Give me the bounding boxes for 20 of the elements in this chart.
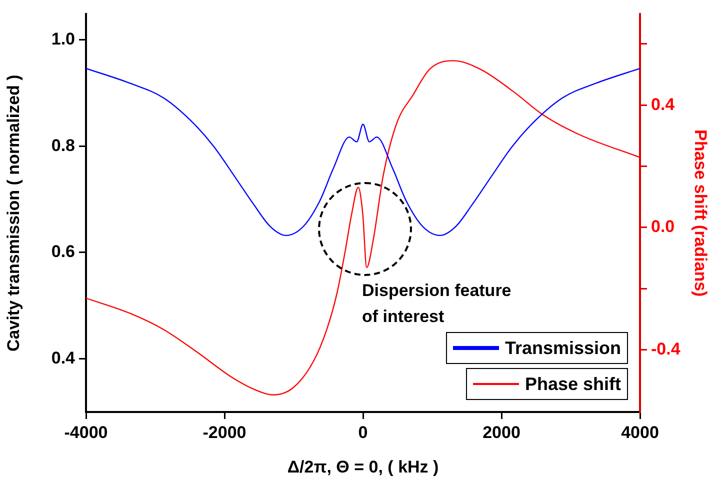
y-tick-label: 0.6	[51, 242, 75, 262]
y-tick-label: 1.0	[51, 29, 75, 48]
line-series	[86, 68, 640, 236]
y-axis-title: Cavity transmission ( normalized )	[4, 74, 23, 352]
x-axis-title: Δ/2π, Θ = 0, ( kHz )	[287, 457, 439, 476]
y2-tick-label: 0.4	[651, 94, 676, 114]
y2-tick-label: -0.4	[651, 340, 681, 359]
y2-tick-label: 0.0	[651, 217, 675, 236]
x-tick-label: 2000	[482, 422, 520, 442]
x-tick-label: -2000	[202, 422, 246, 442]
annotation: Dispersion feature of interest	[362, 280, 512, 328]
y-tick-label: 0.4	[51, 348, 76, 368]
x-tick-label: 0	[358, 422, 368, 442]
x-tick-label: 4000	[621, 422, 659, 442]
y2-axis-title: Phase shift (radians)	[691, 129, 710, 297]
y-tick-label: 0.8	[51, 136, 75, 155]
legend-label: Transmission	[504, 338, 621, 358]
line-series	[86, 60, 640, 396]
x-tick-label: -4000	[64, 422, 108, 442]
legend-label: Phase shift	[524, 374, 621, 394]
